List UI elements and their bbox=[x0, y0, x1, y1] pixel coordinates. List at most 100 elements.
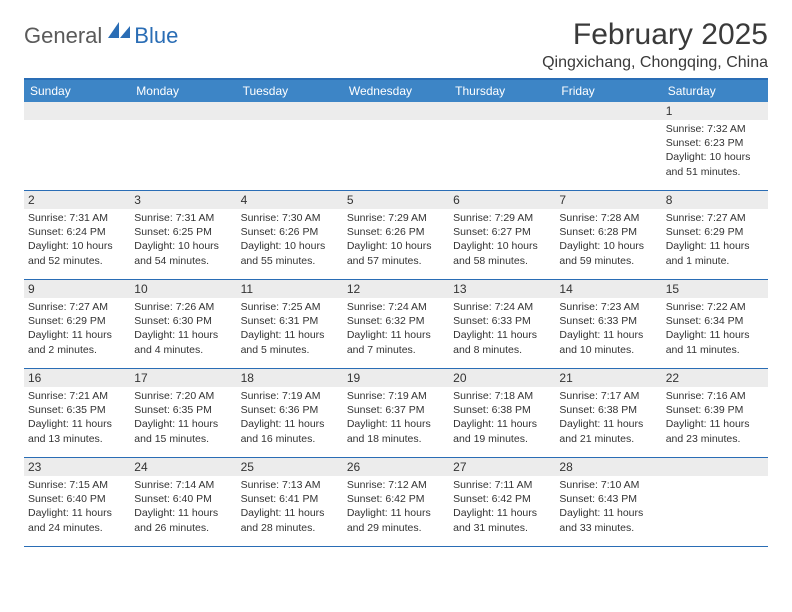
day-number: 24 bbox=[130, 458, 236, 476]
day-cell: 23Sunrise: 7:15 AMSunset: 6:40 PMDayligh… bbox=[24, 458, 130, 546]
daylight-text: Daylight: 11 hours and 11 minutes. bbox=[666, 328, 764, 356]
day-body: Sunrise: 7:11 AMSunset: 6:42 PMDaylight:… bbox=[449, 476, 555, 539]
day-number bbox=[449, 102, 555, 120]
day-cell bbox=[555, 102, 661, 190]
sunrise-text: Sunrise: 7:31 AM bbox=[134, 211, 232, 225]
weekday-friday: Friday bbox=[555, 80, 661, 102]
day-number bbox=[237, 102, 343, 120]
day-body: Sunrise: 7:20 AMSunset: 6:35 PMDaylight:… bbox=[130, 387, 236, 450]
sunrise-text: Sunrise: 7:16 AM bbox=[666, 389, 764, 403]
day-body: Sunrise: 7:14 AMSunset: 6:40 PMDaylight:… bbox=[130, 476, 236, 539]
day-cell: 3Sunrise: 7:31 AMSunset: 6:25 PMDaylight… bbox=[130, 191, 236, 279]
day-number: 21 bbox=[555, 369, 661, 387]
day-body: Sunrise: 7:30 AMSunset: 6:26 PMDaylight:… bbox=[237, 209, 343, 272]
day-body bbox=[130, 120, 236, 188]
logo: General Blue bbox=[24, 22, 178, 49]
day-body bbox=[24, 120, 130, 188]
day-body: Sunrise: 7:32 AMSunset: 6:23 PMDaylight:… bbox=[662, 120, 768, 183]
daylight-text: Daylight: 11 hours and 31 minutes. bbox=[453, 506, 551, 534]
logo-text-general: General bbox=[24, 23, 102, 49]
day-cell: 6Sunrise: 7:29 AMSunset: 6:27 PMDaylight… bbox=[449, 191, 555, 279]
sunrise-text: Sunrise: 7:26 AM bbox=[134, 300, 232, 314]
header: General Blue February 2025 Qingxichang, … bbox=[24, 18, 768, 72]
sunrise-text: Sunrise: 7:12 AM bbox=[347, 478, 445, 492]
week-row: 16Sunrise: 7:21 AMSunset: 6:35 PMDayligh… bbox=[24, 369, 768, 458]
daylight-text: Daylight: 10 hours and 52 minutes. bbox=[28, 239, 126, 267]
day-body: Sunrise: 7:27 AMSunset: 6:29 PMDaylight:… bbox=[662, 209, 768, 272]
sunrise-text: Sunrise: 7:21 AM bbox=[28, 389, 126, 403]
weeks-container: 1Sunrise: 7:32 AMSunset: 6:23 PMDaylight… bbox=[24, 102, 768, 547]
sunrise-text: Sunrise: 7:28 AM bbox=[559, 211, 657, 225]
sunrise-text: Sunrise: 7:29 AM bbox=[347, 211, 445, 225]
sunrise-text: Sunrise: 7:29 AM bbox=[453, 211, 551, 225]
day-body bbox=[237, 120, 343, 188]
weekday-sunday: Sunday bbox=[24, 80, 130, 102]
day-cell: 13Sunrise: 7:24 AMSunset: 6:33 PMDayligh… bbox=[449, 280, 555, 368]
weekday-thursday: Thursday bbox=[449, 80, 555, 102]
sunrise-text: Sunrise: 7:32 AM bbox=[666, 122, 764, 136]
day-body: Sunrise: 7:12 AMSunset: 6:42 PMDaylight:… bbox=[343, 476, 449, 539]
daylight-text: Daylight: 10 hours and 54 minutes. bbox=[134, 239, 232, 267]
daylight-text: Daylight: 11 hours and 33 minutes. bbox=[559, 506, 657, 534]
day-number: 25 bbox=[237, 458, 343, 476]
daylight-text: Daylight: 11 hours and 21 minutes. bbox=[559, 417, 657, 445]
sunrise-text: Sunrise: 7:27 AM bbox=[666, 211, 764, 225]
day-cell: 4Sunrise: 7:30 AMSunset: 6:26 PMDaylight… bbox=[237, 191, 343, 279]
sunset-text: Sunset: 6:43 PM bbox=[559, 492, 657, 506]
day-number bbox=[343, 102, 449, 120]
day-body: Sunrise: 7:31 AMSunset: 6:24 PMDaylight:… bbox=[24, 209, 130, 272]
day-body: Sunrise: 7:15 AMSunset: 6:40 PMDaylight:… bbox=[24, 476, 130, 539]
sunrise-text: Sunrise: 7:19 AM bbox=[347, 389, 445, 403]
sunrise-text: Sunrise: 7:20 AM bbox=[134, 389, 232, 403]
day-cell: 25Sunrise: 7:13 AMSunset: 6:41 PMDayligh… bbox=[237, 458, 343, 546]
day-number: 20 bbox=[449, 369, 555, 387]
day-cell bbox=[343, 102, 449, 190]
day-number: 28 bbox=[555, 458, 661, 476]
day-cell: 15Sunrise: 7:22 AMSunset: 6:34 PMDayligh… bbox=[662, 280, 768, 368]
week-row: 1Sunrise: 7:32 AMSunset: 6:23 PMDaylight… bbox=[24, 102, 768, 191]
day-number: 16 bbox=[24, 369, 130, 387]
weekday-tuesday: Tuesday bbox=[237, 80, 343, 102]
month-title: February 2025 bbox=[542, 18, 768, 52]
sunset-text: Sunset: 6:31 PM bbox=[241, 314, 339, 328]
sunrise-text: Sunrise: 7:24 AM bbox=[347, 300, 445, 314]
day-cell: 24Sunrise: 7:14 AMSunset: 6:40 PMDayligh… bbox=[130, 458, 236, 546]
day-body: Sunrise: 7:13 AMSunset: 6:41 PMDaylight:… bbox=[237, 476, 343, 539]
sunset-text: Sunset: 6:29 PM bbox=[28, 314, 126, 328]
sunset-text: Sunset: 6:35 PM bbox=[28, 403, 126, 417]
sunrise-text: Sunrise: 7:23 AM bbox=[559, 300, 657, 314]
day-cell: 19Sunrise: 7:19 AMSunset: 6:37 PMDayligh… bbox=[343, 369, 449, 457]
logo-text-blue: Blue bbox=[134, 23, 178, 49]
sunset-text: Sunset: 6:41 PM bbox=[241, 492, 339, 506]
sunset-text: Sunset: 6:42 PM bbox=[453, 492, 551, 506]
sunset-text: Sunset: 6:26 PM bbox=[241, 225, 339, 239]
day-cell: 12Sunrise: 7:24 AMSunset: 6:32 PMDayligh… bbox=[343, 280, 449, 368]
daylight-text: Daylight: 10 hours and 59 minutes. bbox=[559, 239, 657, 267]
day-body: Sunrise: 7:21 AMSunset: 6:35 PMDaylight:… bbox=[24, 387, 130, 450]
day-number: 13 bbox=[449, 280, 555, 298]
daylight-text: Daylight: 11 hours and 13 minutes. bbox=[28, 417, 126, 445]
week-row: 2Sunrise: 7:31 AMSunset: 6:24 PMDaylight… bbox=[24, 191, 768, 280]
day-body bbox=[343, 120, 449, 188]
sunset-text: Sunset: 6:23 PM bbox=[666, 136, 764, 150]
day-number: 19 bbox=[343, 369, 449, 387]
day-body: Sunrise: 7:24 AMSunset: 6:33 PMDaylight:… bbox=[449, 298, 555, 361]
sunset-text: Sunset: 6:38 PM bbox=[559, 403, 657, 417]
day-cell: 17Sunrise: 7:20 AMSunset: 6:35 PMDayligh… bbox=[130, 369, 236, 457]
day-body: Sunrise: 7:29 AMSunset: 6:27 PMDaylight:… bbox=[449, 209, 555, 272]
daylight-text: Daylight: 11 hours and 28 minutes. bbox=[241, 506, 339, 534]
sunset-text: Sunset: 6:38 PM bbox=[453, 403, 551, 417]
calendar: Sunday Monday Tuesday Wednesday Thursday… bbox=[24, 78, 768, 547]
day-number bbox=[130, 102, 236, 120]
day-number: 15 bbox=[662, 280, 768, 298]
sunset-text: Sunset: 6:25 PM bbox=[134, 225, 232, 239]
day-body: Sunrise: 7:19 AMSunset: 6:36 PMDaylight:… bbox=[237, 387, 343, 450]
sunset-text: Sunset: 6:39 PM bbox=[666, 403, 764, 417]
day-number: 9 bbox=[24, 280, 130, 298]
sunrise-text: Sunrise: 7:14 AM bbox=[134, 478, 232, 492]
sunrise-text: Sunrise: 7:31 AM bbox=[28, 211, 126, 225]
title-block: February 2025 Qingxichang, Chongqing, Ch… bbox=[542, 18, 768, 72]
day-body bbox=[449, 120, 555, 188]
sunset-text: Sunset: 6:24 PM bbox=[28, 225, 126, 239]
daylight-text: Daylight: 11 hours and 24 minutes. bbox=[28, 506, 126, 534]
